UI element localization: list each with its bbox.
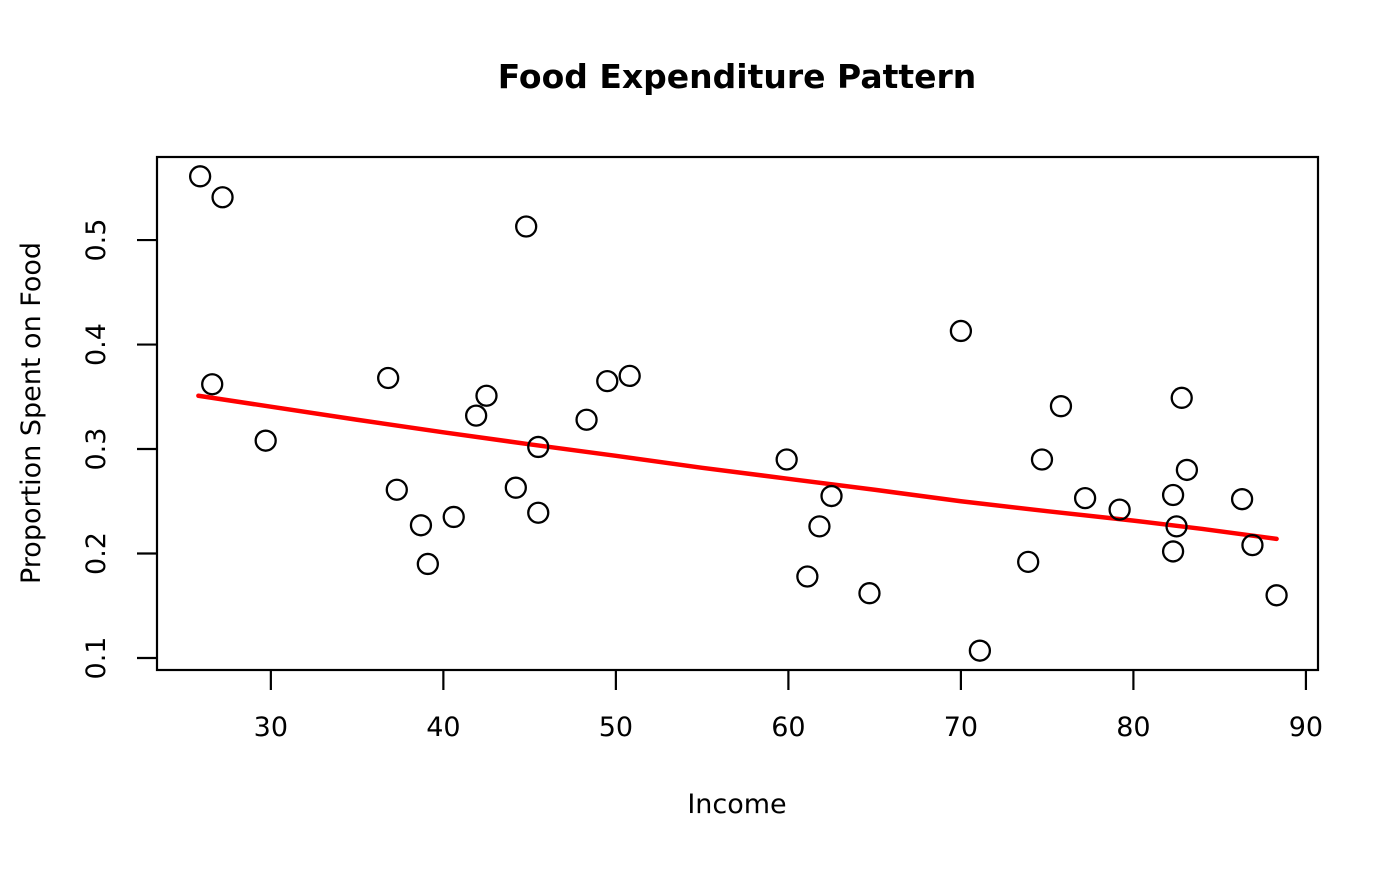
x-axis-tick-label: 30 xyxy=(254,712,288,743)
data-point xyxy=(575,408,598,431)
data-point xyxy=(1230,488,1254,511)
x-axis-label: Income xyxy=(687,789,786,820)
data-point xyxy=(515,215,538,238)
data-point xyxy=(211,186,234,209)
y-axis-tick-label: 0.3 xyxy=(81,428,112,471)
data-point xyxy=(1241,533,1264,557)
data-point xyxy=(527,435,550,459)
y-axis-tick-label: 0.5 xyxy=(81,219,112,262)
data-point xyxy=(464,404,488,427)
data-points-group xyxy=(188,165,1288,662)
data-point xyxy=(808,515,831,538)
data-point xyxy=(1073,486,1097,510)
data-point xyxy=(858,582,881,605)
x-axis-ticks: 30 40 50 60 70 80 90 xyxy=(254,670,1323,743)
data-point xyxy=(1165,515,1188,538)
data-point xyxy=(188,165,212,188)
x-axis-tick-label: 70 xyxy=(944,712,978,743)
data-point xyxy=(1161,483,1185,507)
y-axis-tick-label: 0.2 xyxy=(81,532,112,575)
data-point xyxy=(1170,386,1193,409)
data-point xyxy=(1108,498,1131,521)
data-point xyxy=(775,448,798,471)
x-axis-tick-label: 50 xyxy=(599,712,633,743)
x-axis-tick-label: 80 xyxy=(1116,712,1150,743)
x-axis-tick-label: 60 xyxy=(771,712,805,743)
data-point xyxy=(385,478,408,501)
x-axis-tick-label: 90 xyxy=(1289,712,1323,743)
data-point xyxy=(504,476,527,499)
y-axis-label: Proportion Spent on Food xyxy=(16,242,47,584)
data-point xyxy=(820,484,843,508)
y-axis-ticks: 0.1 0.2 0.3 0.4 0.5 xyxy=(81,219,157,680)
data-point xyxy=(1049,395,1073,418)
plot-frame xyxy=(155,155,1320,672)
data-point xyxy=(201,373,224,396)
data-point xyxy=(1017,550,1040,574)
data-point xyxy=(409,514,433,537)
data-point xyxy=(475,384,498,407)
data-point xyxy=(596,369,619,393)
data-point xyxy=(527,501,550,524)
data-point xyxy=(1265,584,1288,607)
chart-title: Food Expenditure Pattern xyxy=(498,57,977,96)
data-point xyxy=(968,639,992,662)
data-point xyxy=(377,366,400,390)
data-point xyxy=(1161,540,1185,563)
data-point xyxy=(618,364,641,388)
data-point xyxy=(1175,458,1199,482)
data-point xyxy=(442,505,465,529)
data-point xyxy=(949,319,973,343)
y-axis-tick-label: 0.4 xyxy=(81,323,112,366)
x-axis-tick-label: 40 xyxy=(426,712,460,743)
y-axis-tick-label: 0.1 xyxy=(81,637,112,680)
data-point xyxy=(796,565,819,588)
data-point xyxy=(416,552,439,576)
data-point xyxy=(1030,448,1054,471)
data-point xyxy=(254,429,277,452)
